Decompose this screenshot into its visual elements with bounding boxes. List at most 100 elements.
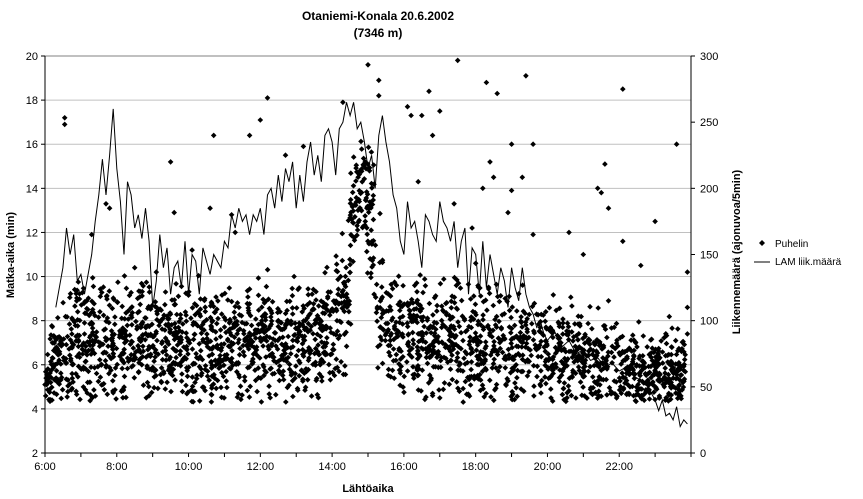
puhelin-point: [183, 382, 189, 389]
puhelin-point: [557, 342, 563, 348]
puhelin-point: [354, 169, 360, 175]
puhelin-point: [558, 339, 564, 346]
puhelin-point: [301, 337, 308, 344]
puhelin-point: [514, 367, 521, 374]
puhelin-point: [189, 374, 196, 380]
puhelin-point: [417, 308, 424, 315]
puhelin-point: [424, 360, 431, 367]
puhelin-point: [648, 374, 654, 381]
puhelin-point: [123, 310, 129, 316]
puhelin-point: [317, 325, 324, 332]
puhelin-point: [640, 353, 646, 359]
puhelin-point: [218, 363, 224, 370]
puhelin-point: [637, 386, 643, 392]
puhelin-point: [212, 357, 218, 364]
puhelin-point: [290, 344, 296, 350]
puhelin-point: [227, 366, 234, 372]
puhelin-point: [614, 393, 620, 399]
puhelin-point: [556, 374, 563, 381]
puhelin-point: [453, 282, 460, 289]
puhelin-point: [49, 324, 56, 330]
puhelin-point: [630, 332, 636, 338]
puhelin-point: [543, 356, 549, 363]
puhelin-point: [457, 285, 464, 291]
puhelin-point: [377, 342, 383, 348]
puhelin-point: [149, 321, 155, 328]
puhelin-point: [369, 241, 375, 247]
puhelin-point: [462, 349, 468, 355]
puhelin-point: [271, 330, 278, 336]
puhelin-point: [292, 375, 298, 381]
puhelin-point: [192, 379, 198, 386]
puhelin-point: [573, 395, 579, 401]
puhelin-point: [83, 358, 89, 365]
puhelin-point: [616, 387, 623, 393]
puhelin-point: [666, 361, 672, 367]
puhelin-point: [365, 144, 372, 151]
y2-tick-label: 0: [700, 448, 706, 460]
puhelin-point: [594, 381, 601, 388]
puhelin-point: [504, 375, 510, 382]
puhelin-point: [625, 382, 631, 388]
puhelin-point: [437, 280, 444, 287]
puhelin-point: [506, 324, 513, 330]
puhelin-point: [126, 356, 132, 363]
puhelin-point: [494, 293, 501, 300]
y-tick-label: 4: [32, 404, 38, 416]
puhelin-point: [581, 347, 587, 353]
puhelin-point: [609, 360, 615, 366]
puhelin-point: [670, 365, 677, 371]
puhelin-point: [653, 386, 660, 392]
puhelin-point: [134, 295, 141, 302]
puhelin-point: [493, 281, 500, 288]
puhelin-point: [366, 240, 372, 247]
puhelin-point: [418, 345, 425, 351]
puhelin-point: [400, 282, 406, 289]
puhelin-point: [477, 371, 483, 378]
puhelin-point: [649, 381, 655, 387]
puhelin-point: [208, 324, 215, 330]
puhelin-point: [501, 311, 508, 317]
puhelin-point: [665, 398, 672, 404]
puhelin-point: [202, 296, 208, 302]
puhelin-point: [113, 345, 120, 352]
puhelin-point: [293, 305, 300, 311]
y-axis-title: Matka-aika (min): [5, 212, 17, 299]
puhelin-point: [604, 366, 610, 372]
puhelin-point: [162, 289, 169, 295]
puhelin-point: [502, 365, 509, 371]
puhelin-point: [467, 338, 473, 345]
puhelin-point: [233, 360, 240, 366]
puhelin-point: [511, 335, 517, 341]
puhelin-point: [411, 282, 418, 289]
puhelin-point: [293, 363, 299, 369]
puhelin-point: [506, 293, 512, 300]
puhelin-point: [522, 310, 528, 317]
y2-axis-ticks: 0 50 100 150 200 250 300: [691, 51, 718, 460]
puhelin-point: [538, 338, 544, 345]
puhelin-point: [124, 365, 131, 372]
puhelin-point: [350, 154, 357, 160]
puhelin-point: [590, 374, 596, 380]
puhelin-point: [580, 365, 587, 371]
puhelin-point: [255, 292, 262, 299]
puhelin-point: [454, 350, 461, 356]
puhelin-point: [594, 359, 600, 365]
puhelin-point: [445, 344, 451, 351]
puhelin-point: [563, 358, 570, 364]
puhelin-point: [237, 383, 244, 389]
puhelin-point: [133, 318, 139, 325]
puhelin-point: [363, 165, 369, 172]
puhelin-point: [152, 303, 158, 310]
puhelin-point: [349, 216, 355, 222]
puhelin-point: [622, 375, 628, 381]
puhelin-point: [282, 342, 288, 349]
puhelin-point: [532, 345, 539, 352]
puhelin-point: [146, 343, 152, 350]
puhelin-point: [395, 273, 402, 279]
puhelin-point: [252, 377, 259, 384]
puhelin-point: [263, 369, 269, 375]
puhelin-point: [214, 320, 220, 327]
puhelin-point: [628, 337, 634, 343]
puhelin-point: [333, 253, 339, 259]
